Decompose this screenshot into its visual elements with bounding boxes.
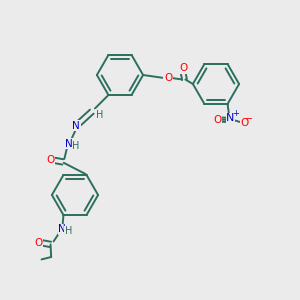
Text: O: O	[34, 238, 43, 248]
Text: H: H	[65, 226, 72, 236]
Text: N: N	[73, 121, 80, 131]
Text: O: O	[240, 118, 248, 128]
Text: O: O	[179, 63, 187, 73]
Text: N: N	[65, 139, 73, 149]
Text: O: O	[47, 155, 55, 165]
Text: H: H	[96, 110, 103, 119]
Text: H: H	[72, 141, 80, 151]
Text: +: +	[232, 109, 239, 118]
Text: −: −	[245, 114, 253, 124]
Text: N: N	[58, 224, 66, 234]
Text: N: N	[226, 113, 235, 123]
Text: O: O	[213, 115, 221, 125]
Text: O: O	[164, 73, 172, 83]
